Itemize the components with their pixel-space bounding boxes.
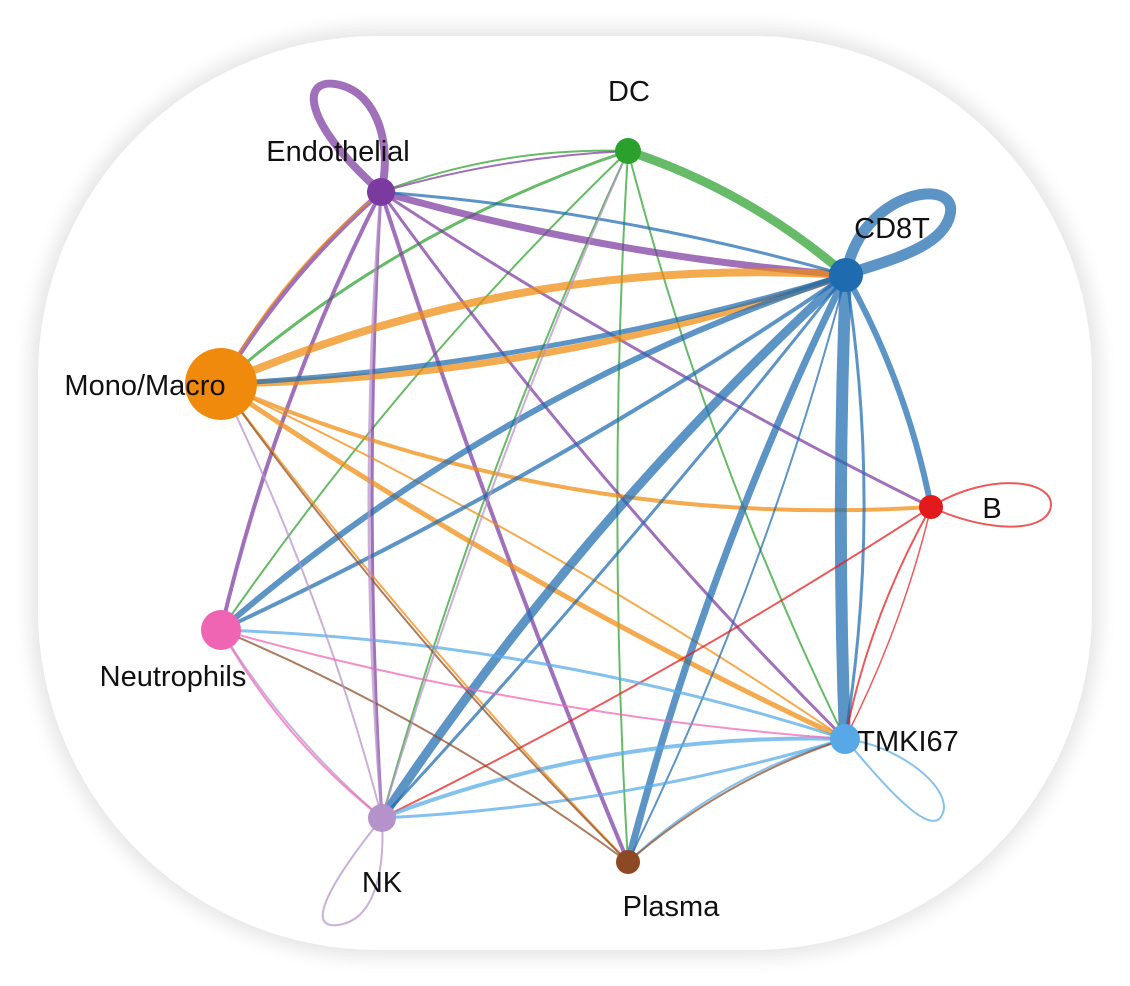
node-label-nk: NK: [362, 867, 403, 899]
edge-cd8t-to-tmki67: [843, 273, 866, 741]
labels-layer: DC CD8T B TMKI67 Plasma NK Neutrophils M…: [64, 76, 1001, 923]
edge-mono-macro-to-b: [219, 382, 933, 513]
edge-cd8t-to-tmki67: [834, 269, 852, 745]
edge-endothelial-to-tmki67: [379, 190, 847, 741]
node-dc: [615, 138, 641, 164]
edge-mono-macro-to-tmki67: [218, 381, 848, 742]
node-b: [919, 495, 943, 519]
edge-cd8t-to-neutrophils: [219, 273, 848, 632]
self-loop-b: [930, 482, 1052, 528]
edge-mono-macro-to-tmki67: [220, 383, 846, 740]
node-mono-macro: [185, 348, 257, 420]
node-neutrophils: [201, 610, 241, 650]
node-label-plasma: Plasma: [623, 891, 721, 923]
edge-endothelial-to-nk: [370, 190, 384, 820]
node-endothelial: [367, 178, 395, 206]
node-nk: [368, 804, 396, 832]
node-label-mono-macro: Mono/Macro: [64, 370, 225, 402]
node-label-endothelial: Endothelial: [266, 136, 410, 168]
self-loop-endothelial: [309, 79, 389, 195]
edge-cd8t-to-neutrophils: [218, 272, 849, 633]
edge-cd8t-to-nk: [380, 273, 848, 820]
edge-nk-to-endothelial: [367, 190, 384, 820]
edge-tmki67-to-nk: [380, 737, 847, 820]
edge-mono-macro-to-cd8t: [217, 271, 850, 388]
edge-cd8t-to-nk: [377, 270, 851, 823]
edge-endothelial-to-dc: [380, 150, 629, 193]
edge-plasma-to-tmki67: [627, 738, 846, 863]
edge-b-to-tmki67: [844, 506, 932, 740]
edge-tmki67-to-neutrophils: [219, 628, 847, 741]
edge-endothelial-to-plasma: [379, 190, 630, 864]
node-label-tmki67: TMKI67: [857, 726, 959, 758]
edge-cd8t-to-plasma: [624, 271, 850, 866]
node-cd8t: [829, 258, 863, 292]
self-loop-nk: [321, 817, 384, 927]
self-loop-cd8t: [840, 188, 957, 281]
edge-cd8t-to-mono-macro: [218, 272, 849, 387]
edge-neutrophils-to-tmki67: [220, 629, 846, 740]
edge-cd8t-to-endothelial: [379, 190, 848, 277]
node-label-neutrophils: Neutrophils: [100, 661, 247, 693]
edge-endothelial-to-b: [379, 190, 933, 509]
edge-dc-to-cd8t: [623, 146, 851, 280]
edge-dc-to-tmki67: [627, 150, 846, 740]
edge-plasma-to-mono-macro: [220, 383, 629, 863]
edge-dc-to-endothelial: [380, 149, 629, 193]
node-plasma: [616, 850, 640, 874]
edge-dc-to-mono-macro: [219, 149, 630, 386]
edge-b-to-tmki67: [844, 506, 932, 740]
edge-mono-macro-to-plasma: [220, 383, 629, 863]
edge-endothelial-to-neutrophils: [219, 190, 383, 632]
node-label-dc: DC: [608, 76, 650, 108]
edge-cd8t-to-b: [843, 272, 934, 510]
edge-neutrophils-to-nk: [220, 629, 383, 819]
edge-nk-to-neutrophils: [220, 629, 383, 819]
edges-layer: [217, 79, 1052, 927]
node-label-cd8t: CD8T: [854, 213, 930, 245]
edge-b-to-nk: [381, 506, 932, 819]
node-tmki67: [830, 724, 860, 754]
node-label-b: B: [982, 493, 1001, 525]
edge-nk-to-dc: [381, 150, 629, 819]
edge-plasma-to-neutrophils: [220, 629, 629, 863]
edge-endothelial-to-cd8t: [377, 188, 850, 279]
nodes-layer: [185, 138, 943, 874]
edge-tmki67-to-nk: [380, 736, 847, 820]
edge-mono-macro-to-cd8t: [217, 268, 850, 388]
self-loop-tmki67: [844, 738, 945, 822]
edge-nk-to-mono-macro: [220, 383, 383, 819]
